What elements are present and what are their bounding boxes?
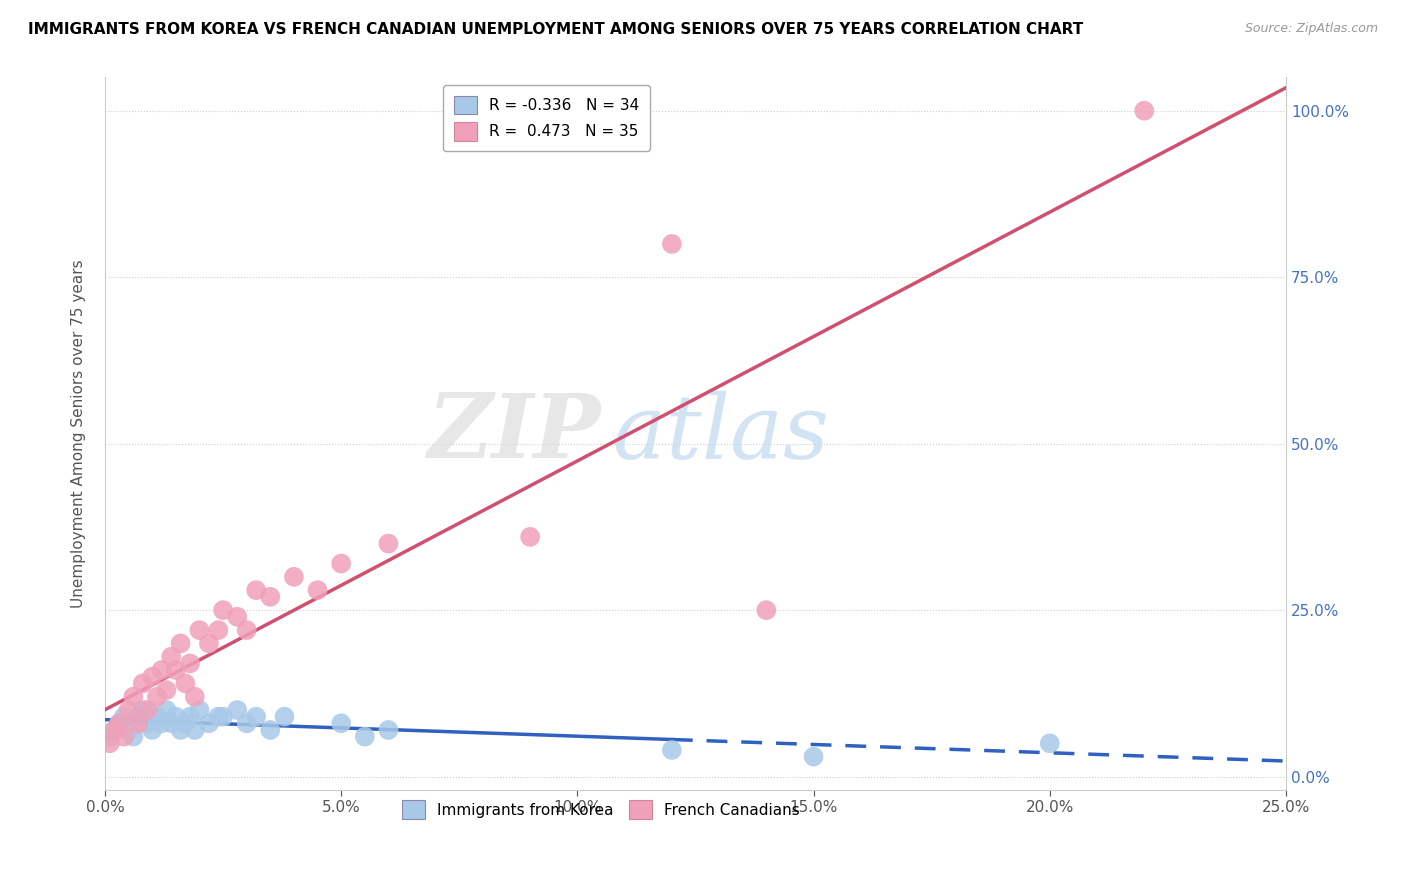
Point <box>174 676 197 690</box>
Y-axis label: Unemployment Among Seniors over 75 years: Unemployment Among Seniors over 75 years <box>72 260 86 608</box>
Point <box>165 663 187 677</box>
Point <box>150 663 173 677</box>
Point <box>755 603 778 617</box>
Point <box>146 709 169 723</box>
Point <box>127 709 149 723</box>
Point <box>1039 736 1062 750</box>
Point <box>226 609 249 624</box>
Point <box>117 723 139 737</box>
Point <box>519 530 541 544</box>
Point <box>235 623 257 637</box>
Point <box>136 703 159 717</box>
Point <box>136 716 159 731</box>
Point <box>212 603 235 617</box>
Point <box>169 636 191 650</box>
Point <box>283 570 305 584</box>
Point <box>122 730 145 744</box>
Point <box>188 703 211 717</box>
Point <box>141 723 163 737</box>
Point <box>122 690 145 704</box>
Point <box>155 703 177 717</box>
Point <box>353 730 375 744</box>
Point <box>188 623 211 637</box>
Point <box>117 703 139 717</box>
Text: Source: ZipAtlas.com: Source: ZipAtlas.com <box>1244 22 1378 36</box>
Point <box>112 730 135 744</box>
Point <box>146 690 169 704</box>
Text: atlas: atlas <box>613 390 828 477</box>
Point <box>179 657 201 671</box>
Legend: Immigrants from Korea, French Canadians: Immigrants from Korea, French Canadians <box>396 794 806 825</box>
Point <box>377 723 399 737</box>
Point <box>150 716 173 731</box>
Point <box>165 709 187 723</box>
Point <box>198 636 221 650</box>
Point <box>198 716 221 731</box>
Point <box>98 730 121 744</box>
Point <box>226 703 249 717</box>
Point <box>1133 103 1156 118</box>
Point <box>259 723 281 737</box>
Point <box>155 683 177 698</box>
Point <box>108 716 131 731</box>
Point <box>174 716 197 731</box>
Point <box>245 583 267 598</box>
Point <box>207 623 229 637</box>
Point <box>184 690 207 704</box>
Point <box>661 743 683 757</box>
Point <box>179 709 201 723</box>
Point <box>207 709 229 723</box>
Point <box>245 709 267 723</box>
Point <box>212 709 235 723</box>
Point <box>103 723 125 737</box>
Point <box>108 716 131 731</box>
Text: IMMIGRANTS FROM KOREA VS FRENCH CANADIAN UNEMPLOYMENT AMONG SENIORS OVER 75 YEAR: IMMIGRANTS FROM KOREA VS FRENCH CANADIAN… <box>28 22 1084 37</box>
Point <box>132 676 155 690</box>
Point <box>132 703 155 717</box>
Point <box>141 670 163 684</box>
Point <box>259 590 281 604</box>
Point <box>330 716 353 731</box>
Point <box>330 557 353 571</box>
Point <box>661 236 683 251</box>
Point <box>273 709 295 723</box>
Point <box>169 723 191 737</box>
Point <box>377 536 399 550</box>
Point <box>160 649 183 664</box>
Point <box>235 716 257 731</box>
Point <box>112 709 135 723</box>
Text: ZIP: ZIP <box>427 391 600 477</box>
Point <box>103 723 125 737</box>
Point <box>127 716 149 731</box>
Point <box>98 736 121 750</box>
Point <box>160 716 183 731</box>
Point <box>184 723 207 737</box>
Point <box>803 749 825 764</box>
Point <box>307 583 329 598</box>
